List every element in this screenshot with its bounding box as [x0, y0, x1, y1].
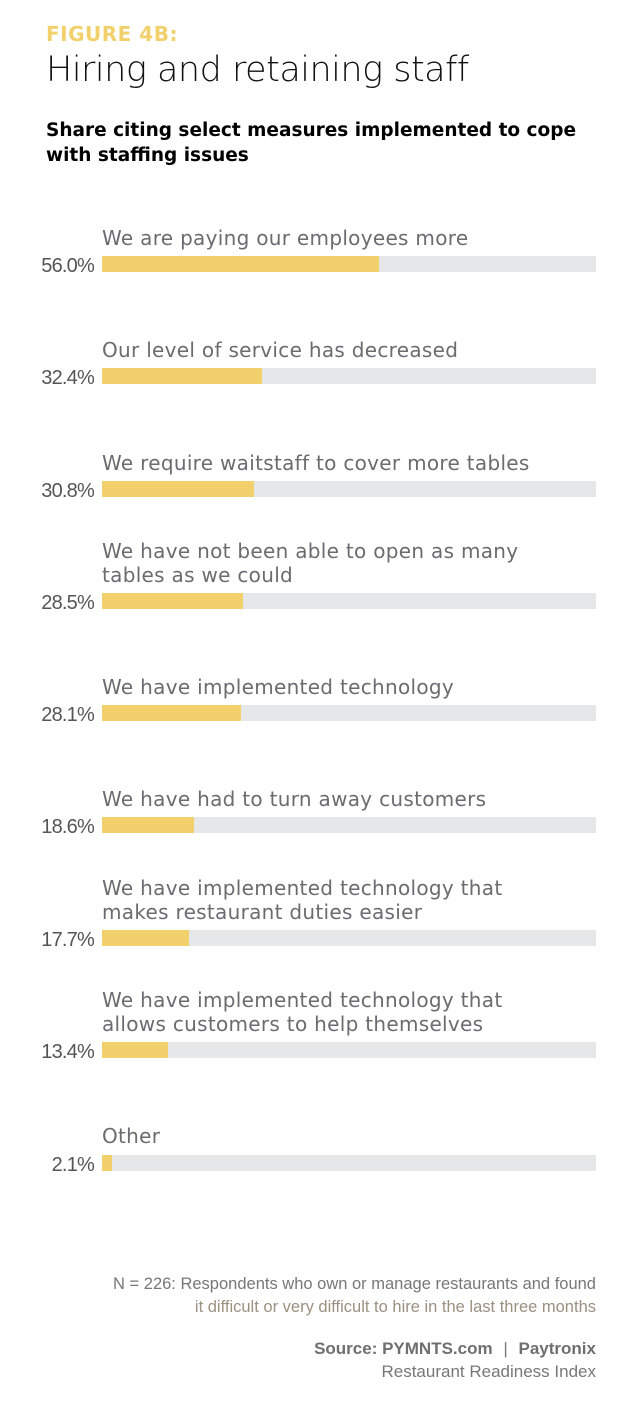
figure-label: FIGURE 4B:	[46, 22, 178, 46]
source-separator: |	[503, 1339, 508, 1358]
bar-value: 28.1%	[41, 704, 95, 726]
bar-value: 30.8%	[41, 480, 95, 502]
bar-value: 56.0%	[41, 255, 95, 277]
bar-value: 32.4%	[41, 367, 95, 389]
bar-fill	[102, 481, 255, 497]
bar-fill	[102, 930, 190, 946]
bar-fill	[102, 817, 194, 833]
bar-label: We have had to turn away customers	[102, 787, 487, 811]
sample-note-line1: N = 226: Respondents who own or manage r…	[113, 1275, 596, 1293]
bar-fill	[102, 705, 241, 721]
sample-note-line2: it difficult or very difficult to hire i…	[194, 1298, 596, 1316]
bar-track	[102, 368, 596, 384]
source-prefix: Source: PYMNTS.com	[314, 1339, 493, 1358]
bar-label: We have not been able to open as many ta…	[102, 539, 519, 587]
bar-label: We require waitstaff to cover more table…	[102, 451, 530, 475]
bar-track	[102, 705, 596, 721]
bar-value: 13.4%	[41, 1041, 95, 1063]
bar-track	[102, 481, 596, 497]
bar-label: We have implemented technology that make…	[102, 876, 503, 924]
source-partner: Paytronix	[518, 1339, 596, 1358]
bar-track	[102, 1155, 596, 1171]
source-credit: Source: PYMNTS.com | Paytronix Restauran…	[314, 1337, 596, 1383]
source-report: Restaurant Readiness Index	[381, 1362, 596, 1381]
sample-note: N = 226: Respondents who own or manage r…	[113, 1273, 596, 1319]
chart-subtitle: Share citing select measures implemented…	[46, 120, 577, 166]
chart-title: Hiring and retaining staff	[46, 50, 469, 90]
bar-fill	[102, 256, 379, 272]
bar-label: We have implemented technology	[102, 675, 455, 699]
bar-fill	[102, 593, 243, 609]
bar-track	[102, 817, 596, 833]
bar-label: Other	[102, 1124, 161, 1148]
bar-fill	[102, 368, 263, 384]
bar-value: 28.5%	[41, 592, 95, 614]
bar-value: 2.1%	[51, 1154, 95, 1176]
bar-value: 17.7%	[41, 929, 95, 951]
bar-label: Our level of service has decreased	[102, 338, 459, 362]
bar-label: We have implemented technology that allo…	[102, 988, 503, 1036]
bar-fill	[102, 1155, 113, 1171]
bar-track	[102, 930, 596, 946]
bar-track	[102, 256, 596, 272]
bar-track	[102, 593, 596, 609]
bar-value: 18.6%	[41, 816, 95, 838]
bar-label: We are paying our employees more	[102, 226, 469, 250]
bar-fill	[102, 1042, 169, 1058]
bar-track	[102, 1042, 596, 1058]
